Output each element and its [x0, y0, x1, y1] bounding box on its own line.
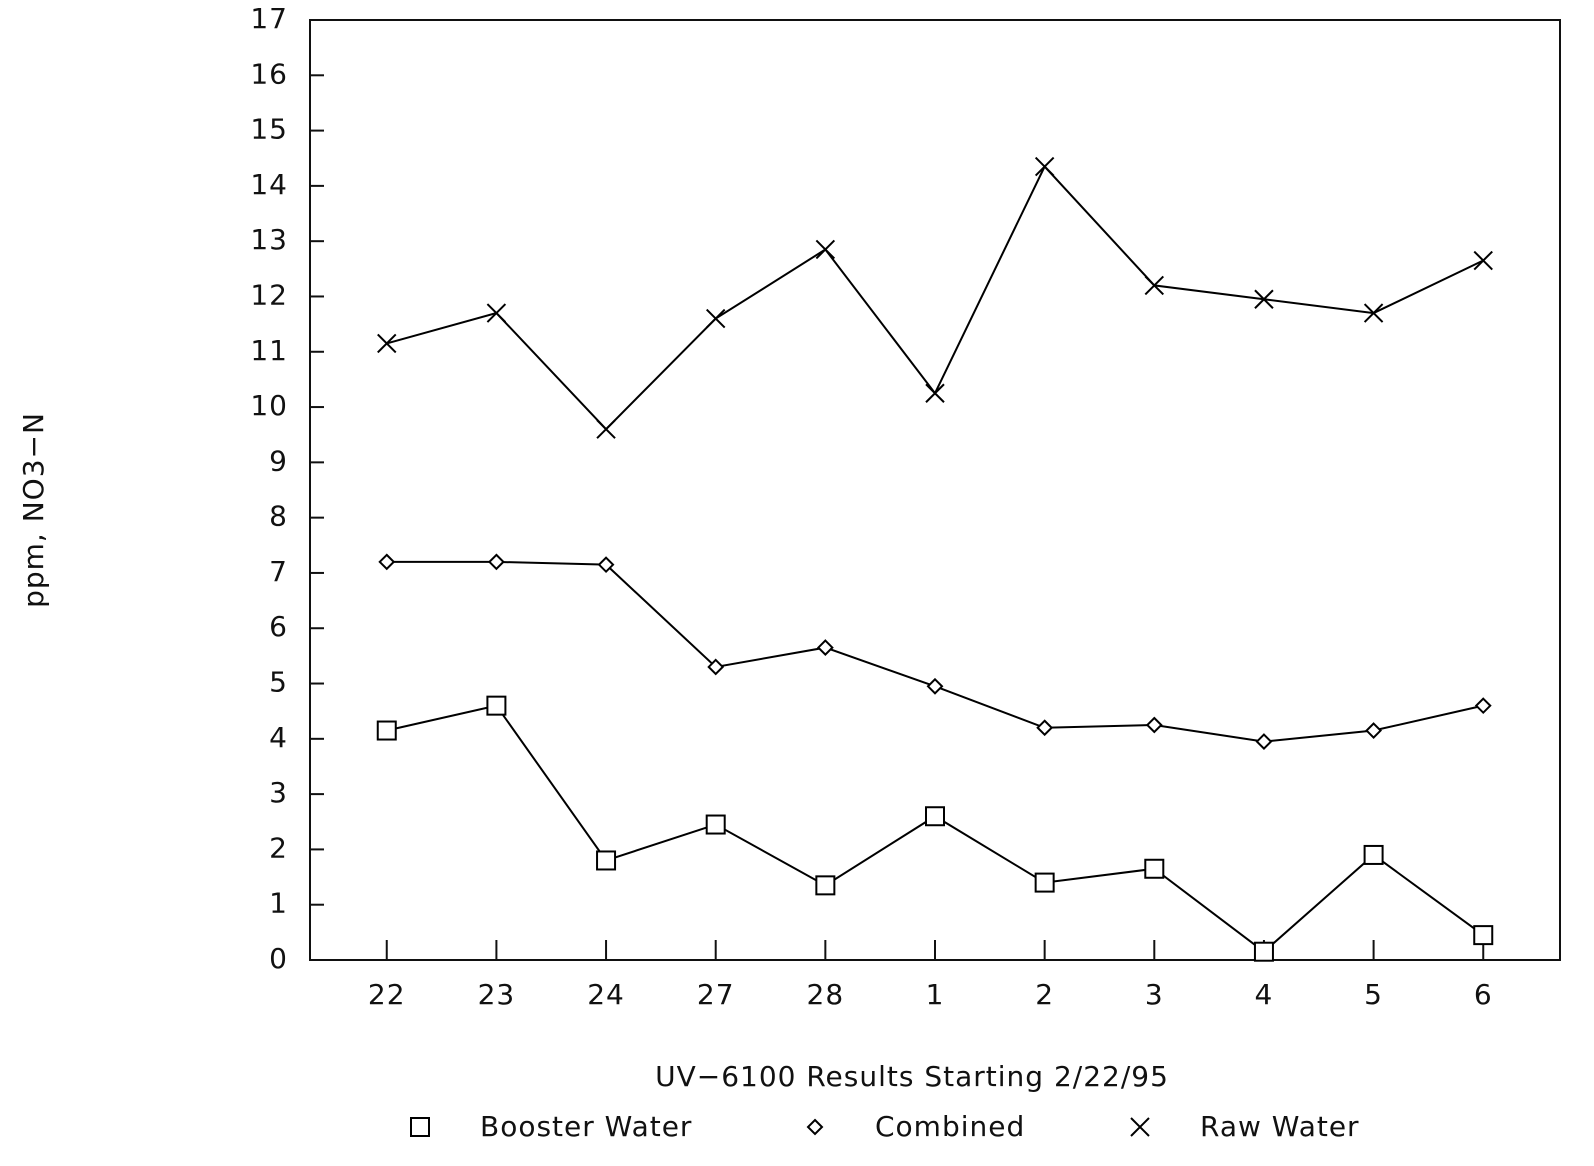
data-point	[1365, 722, 1383, 739]
x-tick-label: 24	[587, 978, 625, 1011]
data-point	[1255, 733, 1273, 751]
data-point	[1363, 844, 1384, 865]
x-tick-label: 28	[807, 978, 845, 1011]
data-point	[925, 806, 945, 827]
data-point	[1473, 250, 1493, 271]
data-point	[1034, 872, 1055, 893]
y-tick-label: 5	[269, 666, 288, 699]
data-point	[1034, 156, 1055, 177]
y-tick-label: 11	[250, 334, 288, 367]
y-tick-label: 12	[250, 278, 288, 311]
legend-marker	[410, 1117, 430, 1137]
data-point	[707, 658, 725, 676]
y-tick-label: 3	[269, 776, 288, 809]
y-tick-label: 16	[250, 57, 288, 90]
data-point	[1144, 275, 1165, 296]
x-tick-label: 27	[697, 978, 735, 1011]
y-tick-label: 0	[269, 942, 288, 975]
legend-marker	[1130, 1117, 1150, 1137]
y-tick-label: 17	[250, 2, 288, 35]
x-axis-title: UV−6100 Results Starting 2/22/95	[655, 1060, 1169, 1093]
data-point	[815, 875, 836, 896]
data-point	[596, 419, 616, 439]
data-point	[1474, 697, 1492, 715]
x-tick-label: 5	[1364, 978, 1383, 1011]
y-tick-label: 7	[269, 555, 288, 588]
data-point	[486, 695, 507, 716]
y-tick-label: 13	[250, 223, 288, 256]
y-tick-label: 14	[250, 168, 288, 201]
data-point	[1036, 719, 1054, 737]
data-point	[1145, 716, 1163, 734]
y-tick-label: 8	[269, 500, 288, 533]
data-point	[815, 239, 836, 260]
x-tick-label: 6	[1474, 978, 1493, 1011]
x-tick-label: 2	[1035, 978, 1054, 1011]
legend-marker	[806, 1118, 824, 1136]
x-tick-label: 4	[1255, 978, 1274, 1011]
data-point	[596, 850, 617, 871]
legend-label: Raw Water	[1200, 1110, 1360, 1143]
x-tick-label: 3	[1145, 978, 1164, 1011]
y-tick-label: 1	[269, 887, 288, 920]
y-tick-label: 4	[269, 721, 288, 754]
y-tick-label: 2	[269, 831, 288, 864]
series-line	[386, 704, 1484, 953]
x-tick-label: 22	[368, 978, 406, 1011]
data-point	[705, 308, 726, 329]
data-point	[378, 553, 396, 571]
y-tick-label: 10	[250, 389, 288, 422]
data-point	[816, 639, 834, 657]
legend-label: Booster Water	[480, 1110, 692, 1143]
y-tick-label: 15	[250, 113, 288, 146]
data-point	[1144, 858, 1165, 879]
data-point	[925, 383, 945, 403]
y-axis-title: ppm, NO3−N	[17, 412, 50, 608]
data-point	[487, 553, 505, 571]
y-tick-label: 9	[269, 444, 288, 477]
data-point	[597, 556, 615, 574]
data-point	[377, 333, 397, 354]
data-point	[486, 303, 507, 323]
data-point	[1473, 925, 1494, 946]
data-point	[926, 677, 944, 695]
series-line	[386, 164, 1484, 431]
data-point	[705, 814, 726, 835]
y-tick-label: 6	[269, 610, 288, 643]
legend-label: Combined	[875, 1110, 1025, 1143]
series-line	[386, 560, 1484, 743]
data-point	[1253, 941, 1274, 962]
x-tick-label: 1	[926, 978, 945, 1011]
x-tick-label: 23	[478, 978, 516, 1011]
data-point	[1254, 289, 1274, 309]
data-point	[376, 720, 397, 741]
data-point	[1363, 303, 1384, 323]
